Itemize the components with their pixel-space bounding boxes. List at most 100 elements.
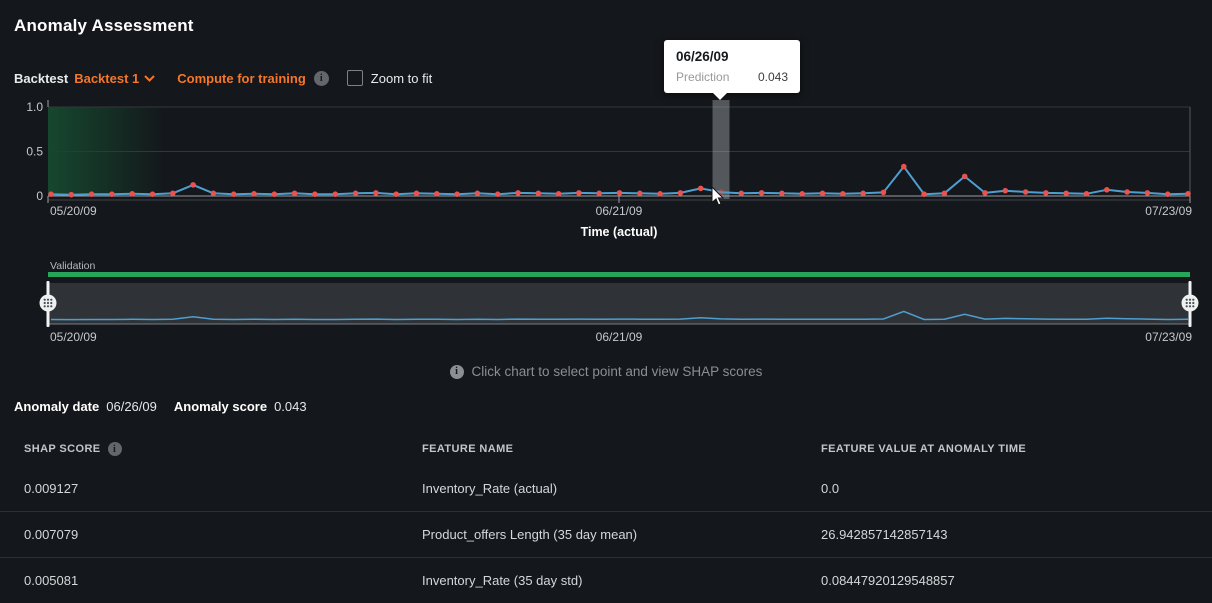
data-point[interactable] <box>535 190 542 197</box>
data-point[interactable] <box>515 190 521 196</box>
y-tick-label: 0 <box>36 189 43 203</box>
data-point[interactable] <box>738 190 745 197</box>
backtest-select[interactable]: Backtest 1 <box>74 71 155 86</box>
mini-x-tick-label: 06/21/09 <box>596 330 643 344</box>
data-point[interactable] <box>961 173 968 180</box>
chart-tooltip: 06/26/09 Prediction 0.043 <box>664 40 801 100</box>
data-point[interactable] <box>941 190 948 197</box>
grip-dot <box>1192 298 1195 301</box>
data-point[interactable] <box>393 191 400 197</box>
data-point[interactable] <box>840 191 846 197</box>
data-point[interactable] <box>921 191 927 197</box>
data-point[interactable] <box>413 190 420 197</box>
data-point[interactable] <box>1083 191 1090 197</box>
data-point[interactable] <box>616 190 623 196</box>
data-point[interactable] <box>758 190 765 196</box>
selected-data-point[interactable] <box>718 189 724 195</box>
data-point[interactable] <box>677 190 684 196</box>
grip-dot <box>1188 305 1192 308</box>
range-selector-chart[interactable]: Validation 05/20/09 06/21/09 07/23/09 <box>0 255 1212 350</box>
data-point[interactable] <box>657 191 663 197</box>
data-point[interactable] <box>48 191 54 197</box>
grip-dot <box>43 301 46 305</box>
grip-dot <box>1188 298 1192 301</box>
feature-value-cell: 0.0 <box>821 481 840 496</box>
data-point[interactable] <box>170 190 176 197</box>
data-point[interactable] <box>190 182 196 188</box>
feature-name-header: FEATURE NAME <box>422 443 514 455</box>
mouse-cursor <box>711 187 725 206</box>
brush-selected-region[interactable] <box>48 283 1190 324</box>
zoom-to-fit-label[interactable]: Zoom to fit <box>370 70 433 86</box>
data-point[interactable] <box>454 191 460 197</box>
data-point[interactable] <box>373 190 379 196</box>
data-point[interactable] <box>1043 190 1049 196</box>
data-point[interactable] <box>1144 190 1151 196</box>
data-point[interactable] <box>494 191 501 197</box>
data-point[interactable] <box>982 190 988 196</box>
data-point[interactable] <box>1104 187 1110 193</box>
mini-prediction-line <box>50 310 1189 321</box>
data-point[interactable] <box>109 191 115 197</box>
data-point[interactable] <box>129 191 135 197</box>
data-point[interactable] <box>68 191 75 198</box>
data-point[interactable] <box>230 191 237 197</box>
data-point[interactable] <box>1022 189 1029 195</box>
data-point[interactable] <box>779 190 785 197</box>
tooltip-metric-value: 0.043 <box>757 70 789 84</box>
data-point[interactable] <box>1124 189 1130 195</box>
zoom-to-fit-checkbox[interactable] <box>346 70 363 86</box>
feature-name-cell: Product_offers Length (35 day mean) <box>422 527 638 542</box>
data-point[interactable] <box>637 190 643 197</box>
feature-value-header: FEATURE VALUE AT ANOMALY TIME <box>821 443 1027 455</box>
data-point[interactable] <box>576 190 582 196</box>
grip-dot <box>46 305 50 308</box>
data-point[interactable] <box>474 190 481 197</box>
data-point[interactable] <box>312 191 318 197</box>
data-point[interactable] <box>555 191 562 197</box>
data-point[interactable] <box>88 191 95 197</box>
data-point[interactable] <box>291 190 298 197</box>
data-point[interactable] <box>1063 190 1069 197</box>
data-point[interactable] <box>434 191 440 197</box>
anomaly-date-value: 06/26/09 <box>106 399 157 414</box>
data-point[interactable] <box>1185 191 1191 197</box>
feature-name-cell: Inventory_Rate (35 day std) <box>422 573 583 588</box>
grip-dot <box>46 298 50 301</box>
grip-dot <box>46 301 50 305</box>
table-row: 0.009127 Inventory_Rate (actual) 0.0 <box>0 466 1212 511</box>
x-tick-label: 07/23/09 <box>1145 204 1192 218</box>
data-point[interactable] <box>819 190 826 197</box>
data-point[interactable] <box>880 189 887 196</box>
data-point[interactable] <box>1164 191 1171 197</box>
compute-for-training-link[interactable]: Compute for training <box>177 70 306 86</box>
data-point[interactable] <box>210 190 217 197</box>
y-tick-label: 0.5 <box>26 145 43 159</box>
data-point[interactable] <box>901 163 907 170</box>
anomaly-score-label: Anomaly score <box>173 399 268 414</box>
info-icon: i <box>449 364 464 379</box>
tooltip-date: 06/26/09 <box>676 49 729 64</box>
x-axis-title: Time (actual) <box>581 225 658 239</box>
info-icon[interactable]: i <box>107 442 122 456</box>
grip-dot <box>50 301 53 305</box>
info-icon[interactable]: i <box>313 70 329 86</box>
data-point[interactable] <box>799 191 805 197</box>
data-point[interactable] <box>271 191 278 197</box>
data-point[interactable] <box>596 190 602 197</box>
validation-partition-bar <box>48 272 1190 277</box>
main-anomaly-chart[interactable]: 1.0 0.5 0 05/20/09 06/21/09 07/23/09 Time (act… <box>0 95 1212 245</box>
selected-point-band[interactable] <box>712 100 730 199</box>
hint-text: Click chart to select point and view SHA… <box>471 364 763 379</box>
mini-x-tick-label: 07/23/09 <box>1145 330 1192 344</box>
data-point[interactable] <box>251 191 257 197</box>
data-point[interactable] <box>860 190 866 197</box>
grip-dot <box>43 305 46 308</box>
data-point[interactable] <box>1002 187 1009 194</box>
shap-table-header: SHAP SCORE i FEATURE NAME FEATURE VALUE … <box>0 436 1212 462</box>
data-point[interactable] <box>332 191 339 197</box>
data-point[interactable] <box>149 191 156 197</box>
backtest-select-value: Backtest 1 <box>74 70 140 86</box>
data-point[interactable] <box>697 185 704 192</box>
data-point[interactable] <box>352 190 359 197</box>
